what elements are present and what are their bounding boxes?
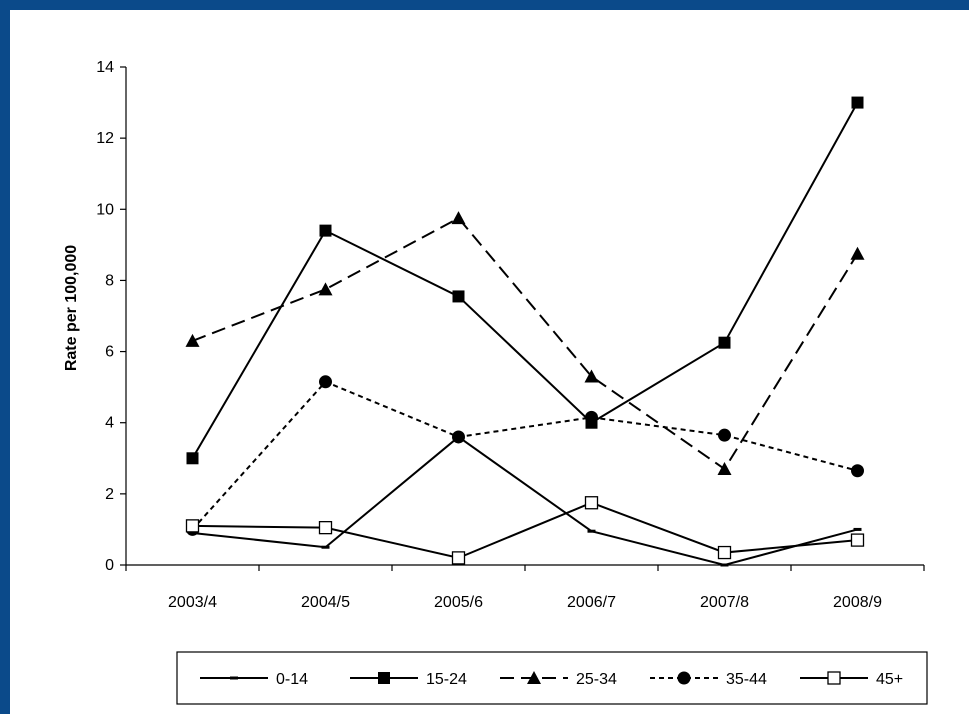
x-tick-label: 2006/7 <box>567 594 616 611</box>
legend-entry: 15-24 <box>350 671 467 688</box>
series-25-34 <box>185 211 865 475</box>
series-line <box>191 380 858 531</box>
legend-label: 15-24 <box>426 671 467 688</box>
data-point <box>318 282 333 296</box>
data-point <box>451 551 466 565</box>
legend-entry: 45+ <box>800 671 903 688</box>
legend-marker <box>677 671 691 685</box>
legend-label: 25-34 <box>576 671 617 688</box>
data-point <box>185 519 200 533</box>
chart-frame: 0 2 4 6 8 10 12 14 2003/4 2004/5 2005/6 2006/7 2007… <box>10 10 969 714</box>
legend: 0-14 15-24 25-34 35-44 45+ <box>176 651 928 705</box>
x-tick-label: 2005/6 <box>434 594 483 611</box>
legend-entry: 0-14 <box>200 671 308 688</box>
data-point <box>584 369 599 383</box>
series-line <box>192 435 858 567</box>
x-tick-label: 2003/4 <box>168 594 217 611</box>
x-tick-label: 2004/5 <box>301 594 350 611</box>
legend-marker <box>827 671 841 685</box>
x-tick-label: 2007/8 <box>700 594 749 611</box>
series-35-44 <box>186 375 864 536</box>
y-tick-label: 6 <box>105 344 114 361</box>
data-point <box>718 428 731 442</box>
data-point <box>584 496 599 510</box>
data-point <box>585 410 598 424</box>
data-point <box>851 464 864 478</box>
data-point <box>451 211 466 225</box>
y-tick-label: 0 <box>105 557 114 574</box>
x-axis: 2003/4 2004/5 2005/6 2006/7 2007/8 2008/9 <box>125 564 925 611</box>
y-tick-label: 4 <box>105 415 114 432</box>
legend-label: 35-44 <box>726 671 767 688</box>
line-chart: 0 2 4 6 8 10 12 14 2003/4 2004/5 2005/6 2006/7 2007… <box>63 59 928 705</box>
y-tick-label: 8 <box>105 272 114 289</box>
series-45+ <box>185 496 865 565</box>
legend-label: 0-14 <box>276 671 308 688</box>
y-axis: 0 2 4 6 8 10 12 14 <box>96 59 127 574</box>
legend-label: 45+ <box>876 671 903 688</box>
series-layer <box>185 96 865 567</box>
legend-marker <box>378 672 390 684</box>
data-point <box>319 375 332 389</box>
data-point <box>186 452 199 465</box>
data-point <box>185 333 200 347</box>
series-line <box>192 216 859 471</box>
data-point <box>319 224 332 237</box>
data-point <box>717 545 732 560</box>
data-point <box>452 430 465 444</box>
data-point <box>718 336 731 349</box>
data-point <box>850 246 865 260</box>
x-tick-label: 2008/9 <box>833 594 882 611</box>
series-line <box>192 501 858 559</box>
y-tick-label: 14 <box>96 59 114 76</box>
legend-marker <box>527 671 541 684</box>
y-tick-label: 2 <box>105 486 114 503</box>
series-0-14 <box>188 435 862 567</box>
series-line <box>191 102 859 459</box>
data-point <box>318 520 333 535</box>
data-point <box>452 290 465 303</box>
data-point <box>851 96 864 109</box>
y-tick-label: 12 <box>96 130 114 147</box>
data-point <box>717 461 732 475</box>
data-point <box>850 533 865 547</box>
series-15-24 <box>186 96 864 465</box>
y-tick-label: 10 <box>96 201 114 218</box>
y-axis-title: Rate per 100,000 <box>63 245 80 371</box>
legend-entry: 25-34 <box>500 671 617 688</box>
legend-entry: 35-44 <box>650 671 767 688</box>
